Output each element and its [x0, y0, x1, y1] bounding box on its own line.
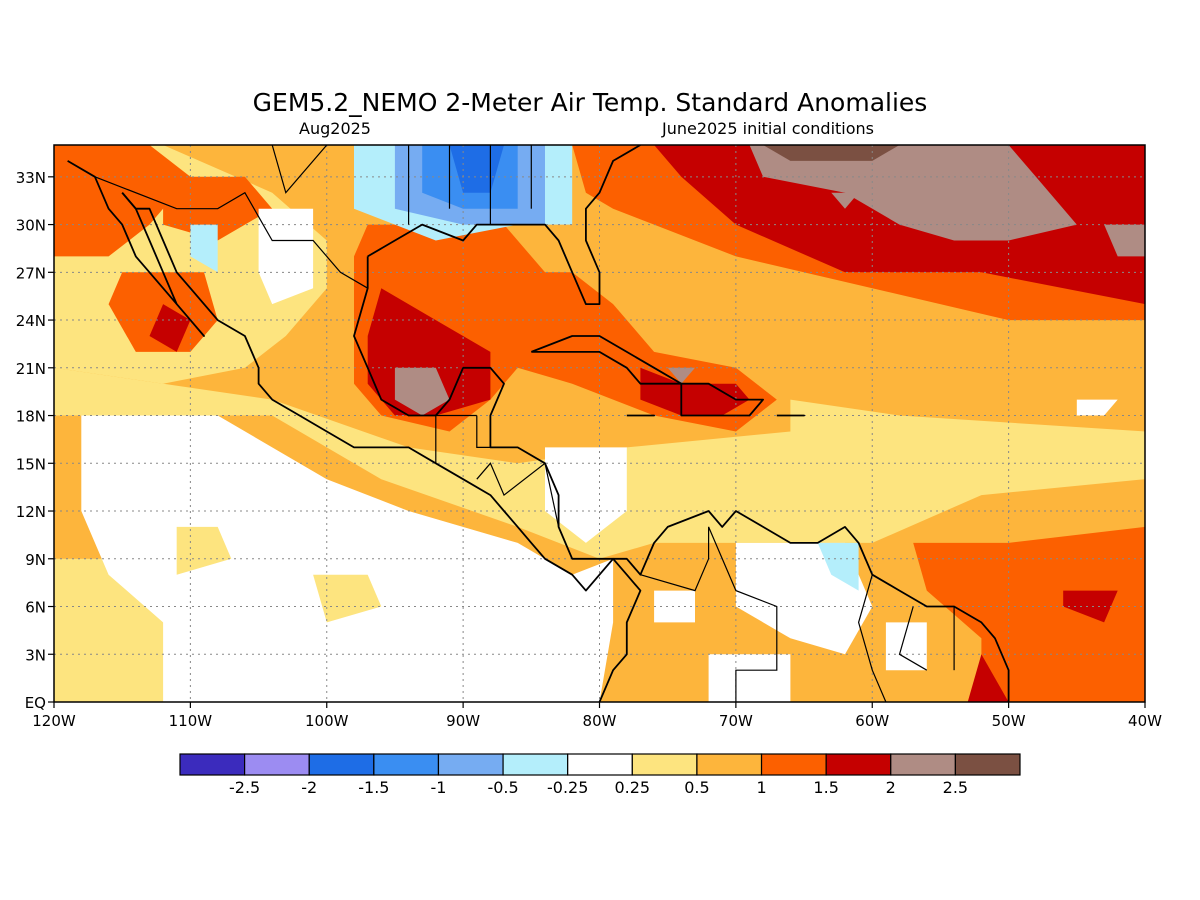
anomaly-region [190, 224, 218, 273]
anomaly-region [885, 622, 927, 671]
y-tick-label: 15N [16, 455, 46, 473]
x-tick-label: 70W [719, 712, 753, 730]
colorbar-label: 1 [756, 778, 766, 797]
y-tick-label: 27N [16, 264, 46, 282]
y-tick-label: 33N [16, 169, 46, 187]
colorbar-swatch [373, 753, 440, 776]
colorbar-label: -0.5 [487, 778, 518, 797]
y-tick-label: 6N [25, 599, 46, 617]
anomaly-region [640, 367, 750, 416]
anomaly-region [831, 192, 859, 209]
x-tick-label: 60W [855, 712, 889, 730]
coastline [121, 192, 642, 702]
colorbar-swatch [890, 753, 956, 776]
border-line [857, 574, 887, 702]
colorbar-swatch [760, 753, 827, 776]
anomaly-region [149, 304, 191, 352]
border-line [271, 145, 328, 194]
colorbar-label: 0.25 [614, 778, 650, 797]
anomaly-region [967, 654, 1009, 702]
chart-title: GEM5.2_NEMO 2-Meter Air Temp. Standard A… [253, 88, 928, 117]
colorbar-label: -2.5 [229, 778, 260, 797]
y-tick-label: 18N [16, 408, 46, 426]
colorbar-swatch [825, 753, 892, 776]
colorbar-swatch [437, 753, 504, 776]
coastline [67, 160, 205, 337]
anomaly-region [313, 574, 382, 623]
gridlines [54, 145, 1145, 702]
colorbar-swatch [308, 753, 375, 776]
x-tick-label: 50W [992, 712, 1026, 730]
x-tick-label: 40W [1128, 712, 1162, 730]
anomaly-shading [54, 145, 1145, 702]
y-tick-label: 24N [16, 312, 46, 330]
colorbar-label: 2.5 [943, 778, 968, 797]
y-tick-label: 21N [16, 360, 46, 378]
anomaly-region [817, 542, 859, 591]
coastline [367, 145, 641, 306]
anomaly-region [81, 415, 614, 702]
colorbar-label: 2 [886, 778, 896, 797]
anomaly-region [1076, 399, 1118, 416]
country-borders [94, 145, 955, 702]
y-tick-label: 12N [16, 503, 46, 521]
y-tick-label: EQ [25, 694, 46, 712]
colorbar-label: -1 [430, 778, 446, 797]
coastline [680, 382, 764, 417]
x-tick-label: 100W [305, 712, 349, 730]
valid-month-label: Aug2025 [299, 119, 371, 138]
anomaly-region [763, 145, 900, 161]
y-tick-label: 30N [16, 217, 46, 235]
colorbar-swatch [244, 753, 310, 776]
anomaly-region [1063, 590, 1118, 623]
init-conditions-label: June2025 initial conditions [661, 119, 874, 138]
anomaly-region [654, 590, 695, 623]
border-line [94, 176, 369, 289]
border-line [640, 526, 778, 702]
y-tick-label: 9N [25, 551, 46, 569]
colorbar-swatch [696, 753, 763, 776]
colorbar-label: -1.5 [358, 778, 389, 797]
colorbar-swatch [567, 753, 633, 776]
coastline [353, 256, 1010, 702]
x-tick-label: 120W [32, 712, 76, 730]
anomaly-region [545, 447, 627, 543]
anomaly-region [176, 526, 232, 575]
anomaly-region [258, 208, 314, 305]
x-tick-label: 110W [169, 712, 213, 730]
border-line [435, 414, 477, 464]
colorbar-swatch [179, 753, 246, 776]
anomaly-region [394, 367, 450, 416]
longitude-axis: 120W 110W 100W 90W 80W 70W 60W 50W 40W [32, 702, 1162, 730]
anomaly-region [1104, 224, 1145, 257]
anomaly-region [667, 367, 695, 384]
anomaly-region [708, 654, 791, 702]
colorbar-label: -0.25 [547, 778, 588, 797]
border-line [898, 606, 928, 671]
colorbar-swatch [954, 753, 1021, 776]
colorbar-label: 1.5 [813, 778, 838, 797]
coastlines [67, 145, 1010, 702]
y-tick-label: 3N [25, 646, 46, 664]
colorbar-label: -2 [301, 778, 317, 797]
colorbar-label: 0.5 [684, 778, 709, 797]
anomaly-region [749, 145, 1077, 241]
anomaly-region [913, 526, 1145, 702]
colorbar-swatch [502, 753, 569, 776]
colorbar: -2.5 -2 -1.5 -1 -0.5 -0.25 0.25 0.5 1 1.5 2 2.5 [179, 753, 1021, 797]
border-line [476, 415, 491, 448]
x-tick-label: 80W [583, 712, 617, 730]
colorbar-swatch [631, 753, 698, 776]
latitude-axis: EQ 3N 6N 9N 12N 15N 18N 21N 24N 27N 30N 33N [16, 169, 54, 712]
x-tick-label: 90W [446, 712, 480, 730]
